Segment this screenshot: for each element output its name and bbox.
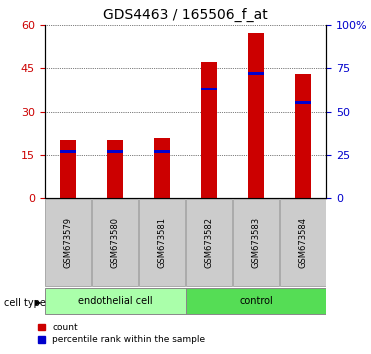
Bar bbox=[154, 138, 170, 198]
FancyBboxPatch shape bbox=[138, 199, 186, 286]
Bar bbox=[201, 87, 217, 90]
Bar bbox=[201, 62, 217, 198]
Title: GDS4463 / 165506_f_at: GDS4463 / 165506_f_at bbox=[103, 8, 268, 22]
Text: GSM673583: GSM673583 bbox=[252, 217, 260, 268]
FancyBboxPatch shape bbox=[233, 199, 279, 286]
Text: endothelial cell: endothelial cell bbox=[78, 296, 152, 306]
Bar bbox=[295, 74, 311, 198]
Text: GSM673579: GSM673579 bbox=[63, 217, 72, 268]
Text: GSM673584: GSM673584 bbox=[299, 217, 308, 268]
FancyBboxPatch shape bbox=[92, 199, 138, 286]
Bar bbox=[107, 150, 123, 153]
Bar bbox=[60, 150, 76, 153]
Bar bbox=[60, 141, 76, 198]
Bar bbox=[248, 34, 264, 198]
FancyBboxPatch shape bbox=[279, 199, 326, 286]
Text: ▶: ▶ bbox=[35, 298, 41, 307]
Text: control: control bbox=[239, 296, 273, 306]
Bar bbox=[248, 72, 264, 75]
FancyBboxPatch shape bbox=[186, 288, 326, 314]
Text: GSM673582: GSM673582 bbox=[204, 217, 213, 268]
Text: GSM673580: GSM673580 bbox=[111, 217, 119, 268]
FancyBboxPatch shape bbox=[186, 199, 233, 286]
Legend: count, percentile rank within the sample: count, percentile rank within the sample bbox=[38, 323, 206, 344]
FancyBboxPatch shape bbox=[45, 288, 186, 314]
Bar bbox=[107, 141, 123, 198]
FancyBboxPatch shape bbox=[45, 199, 92, 286]
Bar bbox=[154, 150, 170, 153]
Text: cell type: cell type bbox=[4, 298, 46, 308]
Bar bbox=[295, 101, 311, 104]
Text: GSM673581: GSM673581 bbox=[158, 217, 167, 268]
